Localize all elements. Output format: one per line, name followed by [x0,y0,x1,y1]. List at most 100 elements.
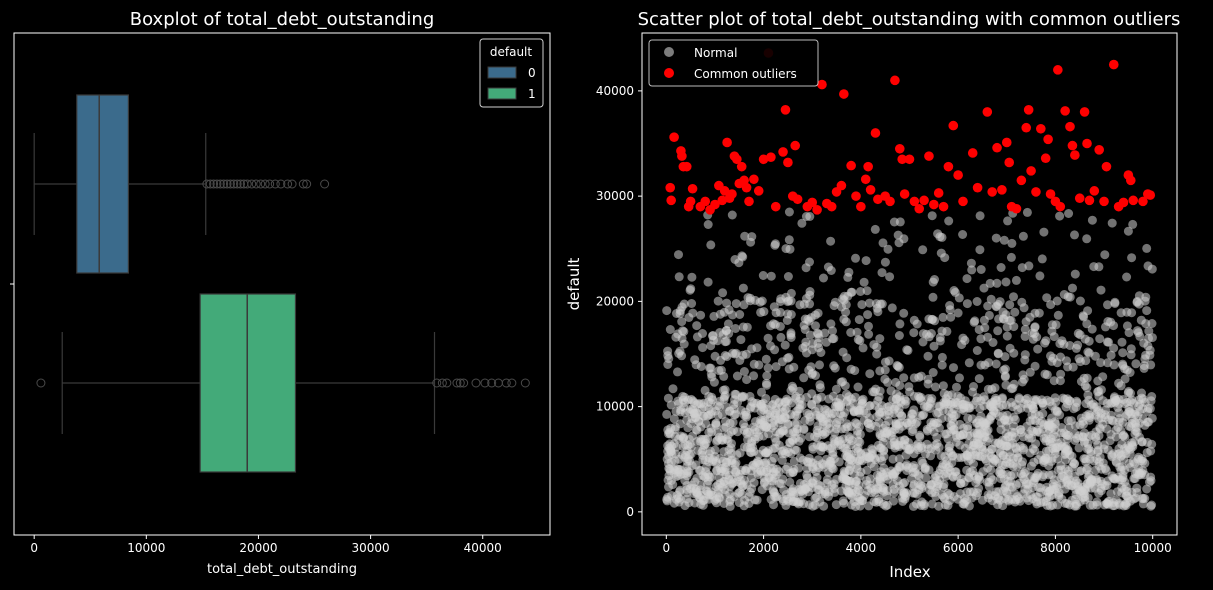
common-outlier-point-11 [700,196,711,207]
common-outlier-point-112 [1125,175,1136,186]
normal-point [802,464,812,473]
normal-point [884,356,894,366]
normal-point [848,453,858,463]
normal-point [875,386,885,396]
normal-point [830,363,840,373]
legend-swatch-0 [487,66,517,79]
normal-point [1046,300,1056,310]
normal-point [928,292,938,302]
normal-point [752,467,762,477]
normal-point [795,393,805,403]
scatter-x-tick-label-6000: 6000 [943,541,974,555]
common-outlier-point-98 [1067,140,1078,151]
common-outlier-point-92 [1045,189,1056,199]
normal-point [727,210,737,220]
normal-point [1017,460,1027,470]
normal-point [706,363,716,373]
normal-point [674,493,684,503]
normal-point [1082,383,1092,393]
normal-point [855,336,865,346]
normal-point [938,312,948,322]
normal-point [872,342,882,352]
normal-point [703,220,713,229]
normal-point [873,396,883,406]
normal-point [915,411,925,421]
normal-point [1020,350,1030,360]
normal-point [1084,409,1094,419]
normal-point [769,476,778,486]
normal-point [820,428,830,438]
normal-point [970,450,980,460]
normal-point [684,498,694,508]
normal-point [708,490,718,500]
common-outlier-point-107 [1101,161,1112,172]
normal-point [838,472,848,482]
normal-point [747,438,757,448]
normal-point [1024,261,1034,271]
normal-point [805,257,814,267]
normal-point [1040,369,1050,379]
common-outlier-point-90 [1040,153,1051,164]
normal-point [1070,230,1079,240]
normal-point [1120,374,1130,384]
normal-point [842,353,852,363]
normal-point [1114,408,1124,418]
normal-point [811,321,820,331]
normal-point [680,392,690,402]
normal-point [731,324,740,333]
normal-point [1056,465,1066,475]
normal-point [1138,499,1148,509]
normal-point [895,381,905,390]
normal-point [1018,231,1028,241]
normal-point [679,339,689,349]
normal-point [792,406,802,416]
normal-point [776,332,786,342]
normal-point [1035,271,1045,281]
normal-point [709,311,719,321]
normal-point [975,245,985,255]
normal-point [706,341,716,351]
normal-point [1107,218,1117,228]
normal-point [928,368,938,377]
normal-point [1146,472,1156,482]
normal-point [1102,481,1112,490]
normal-point [856,450,866,459]
boxplot-legend: default 0 1 [479,38,544,108]
normal-point [996,466,1005,476]
common-outlier-point-27 [749,174,759,185]
normal-point [679,299,689,309]
normal-point [1010,497,1020,507]
common-outlier-point-24 [739,175,749,186]
normal-point [1075,420,1085,430]
normal-point [1125,496,1135,506]
normal-point [964,501,974,511]
normal-point [1049,332,1059,342]
normal-point [1121,446,1131,455]
outlier-point-1-12 [507,378,517,388]
normal-point [812,393,822,403]
normal-point [763,363,773,373]
normal-point [918,458,928,468]
normal-point [843,272,853,282]
normal-point [1031,492,1041,502]
normal-point [739,501,749,511]
normal-point [963,451,973,461]
normal-point [909,328,919,338]
scatter-legend-frame [648,39,819,87]
normal-point [713,427,723,437]
normal-point [726,443,736,453]
normal-point [787,381,797,391]
normal-point [935,336,945,346]
normal-point [1000,372,1010,382]
normal-point [975,404,985,414]
normal-point [830,297,840,307]
normal-point [826,236,836,246]
outlier-points [665,48,1156,215]
normal-point [1093,376,1103,386]
normal-point [854,406,863,416]
common-outlier-point-96 [1060,106,1070,116]
normal-point [804,410,814,420]
normal-point [841,451,851,461]
normal-point [986,294,996,304]
normal-point [1118,348,1128,358]
